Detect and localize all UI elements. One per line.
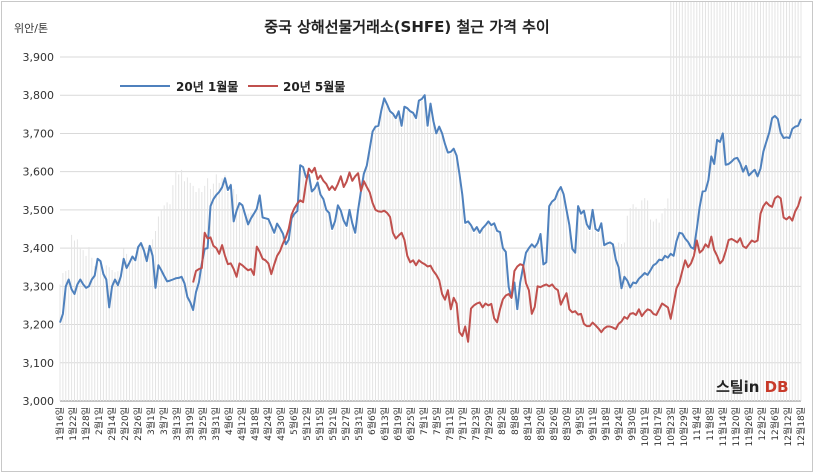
x-tick-label: 3월25일 xyxy=(197,407,209,441)
x-tick-label: 5월12일 xyxy=(301,407,313,441)
x-tick-label: 2월20일 xyxy=(119,407,131,441)
x-tick-label: 12월12일 xyxy=(782,407,794,446)
x-tick-label: 10월29일 xyxy=(678,407,690,446)
y-tick-label: 3,000 xyxy=(23,395,55,408)
x-tick-label: 7월23일 xyxy=(470,407,482,441)
y-tick-label: 3,800 xyxy=(23,89,55,102)
steelindb-logo: 스틸in DB xyxy=(716,376,790,398)
x-tick-label: 11월14일 xyxy=(717,407,729,446)
y-tick-label: 3,100 xyxy=(23,357,55,370)
x-tick-label: 12월18일 xyxy=(795,407,807,446)
x-tick-label: 5월21일 xyxy=(327,407,339,441)
x-tick-label: 7월5일 xyxy=(431,407,443,435)
x-tick-label: 3월13일 xyxy=(171,407,183,441)
x-tick-label: 8월26일 xyxy=(548,407,560,441)
legend: 20년 1월물 20년 5월물 xyxy=(120,79,345,94)
x-tick-label: 5월15일 xyxy=(314,407,326,441)
x-tick-label: 7월17일 xyxy=(457,407,469,441)
legend-label-jan: 20년 1월물 xyxy=(176,79,238,94)
x-tick-label: 10월23일 xyxy=(665,407,677,446)
x-tick-label: 6월19일 xyxy=(392,407,404,441)
x-tick-label: 3월31일 xyxy=(210,407,222,441)
y-axis-ticks: 3,000 3,100 3,200 3,300 3,400 3,500 3,600 3,700… xyxy=(23,51,55,408)
y-tick-label: 3,500 xyxy=(23,204,55,217)
chart-title: 중국 상해선물거래소(SHFE) 철근 가격 추이 xyxy=(264,18,549,36)
y-tick-label: 3,900 xyxy=(23,51,55,64)
x-axis-ticks: 1월16일 1월22일 1월28일 2월1일 2월14일 2월20일 2월26일 3월1일 3월… xyxy=(54,407,807,446)
x-tick-label: 1월28일 xyxy=(80,407,92,441)
x-tick-label: 3월7일 xyxy=(158,407,170,435)
x-tick-label: 8월14일 xyxy=(522,407,534,441)
x-tick-label: 6월13일 xyxy=(379,407,391,441)
x-category-ticks xyxy=(59,2,802,401)
x-tick-label: 2월14일 xyxy=(106,407,118,441)
x-tick-label: 4월30일 xyxy=(275,407,287,441)
x-tick-label: 8월8일 xyxy=(509,407,521,435)
x-tick-label: 5월31일 xyxy=(353,407,365,441)
x-tick-label: 2월1일 xyxy=(93,407,105,435)
y-tick-label: 3,200 xyxy=(23,319,55,332)
x-tick-label: 10월11일 xyxy=(639,407,651,446)
logo-text-accent: DB xyxy=(764,378,789,396)
logo-text-main: 스틸in xyxy=(716,378,765,396)
x-tick-label: 1월22일 xyxy=(67,407,79,441)
x-tick-label: 4월24일 xyxy=(262,407,274,441)
x-tick-label: 11월4일 xyxy=(691,407,703,441)
x-tick-label: 9월18일 xyxy=(600,407,612,441)
x-tick-label: 8월20일 xyxy=(535,407,547,441)
y-axis-unit: 위안/톤 xyxy=(14,22,48,35)
x-tick-label: 3월19일 xyxy=(184,407,196,441)
x-tick-label: 7월11일 xyxy=(444,407,456,441)
x-tick-label: 12월2일 xyxy=(756,407,768,441)
series-line-may xyxy=(192,166,802,343)
x-tick-label: 11월26일 xyxy=(743,407,755,446)
series-line-jan xyxy=(59,94,802,323)
x-tick-label: 7월1일 xyxy=(418,407,430,435)
x-tick-label: 6월25일 xyxy=(405,407,417,441)
x-tick-label: 5월27일 xyxy=(340,407,352,441)
x-tick-label: 6월6일 xyxy=(366,407,378,435)
x-tick-label: 3월1일 xyxy=(145,407,157,435)
series-lines xyxy=(59,94,802,343)
x-tick-label: 9월30일 xyxy=(626,407,638,441)
y-tick-label: 3,400 xyxy=(23,242,55,255)
x-tick-label: 9월24일 xyxy=(613,407,625,441)
x-tick-label: 9월5일 xyxy=(574,407,586,435)
x-tick-label: 7월29일 xyxy=(483,407,495,441)
x-tick-label: 4월12일 xyxy=(236,407,248,441)
x-tick-label: 4월18일 xyxy=(249,407,261,441)
legend-label-may: 20년 5월물 xyxy=(283,79,345,94)
x-tick-label: 8월2일 xyxy=(496,407,508,435)
x-tick-label: 10월17일 xyxy=(652,407,664,446)
y-tick-label: 3,600 xyxy=(23,166,55,179)
x-tick-label: 9월11일 xyxy=(587,407,599,441)
x-tick-label: 11월8일 xyxy=(704,407,716,441)
y-tick-label: 3,300 xyxy=(23,280,55,293)
x-tick-label: 12월6일 xyxy=(769,407,781,441)
x-tick-label: 1월16일 xyxy=(54,407,66,441)
x-tick-label: 2월26일 xyxy=(132,407,144,441)
x-tick-label: 8월30일 xyxy=(561,407,573,441)
x-tick-label: 11월20일 xyxy=(730,407,742,446)
x-tick-label: 5월6일 xyxy=(288,407,300,435)
y-tick-label: 3,700 xyxy=(23,127,55,140)
x-tick-label: 4월6일 xyxy=(223,407,235,435)
